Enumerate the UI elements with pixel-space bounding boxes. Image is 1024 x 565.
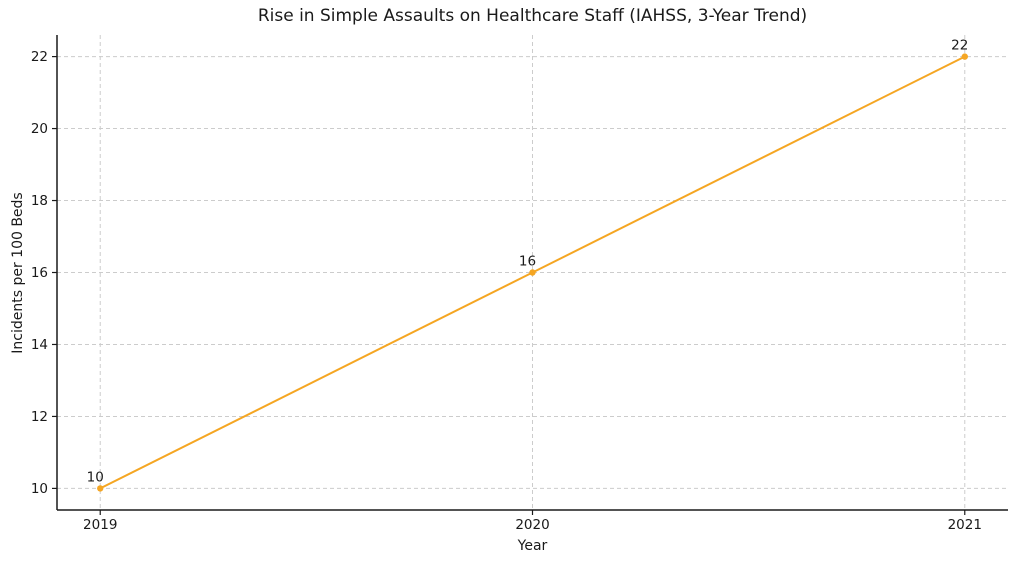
point-label: 22 <box>951 38 968 54</box>
y-tick-label: 20 <box>31 121 48 137</box>
y-tick-label: 12 <box>31 409 48 425</box>
x-tick-label: 2020 <box>515 517 549 533</box>
data-point <box>961 53 968 60</box>
data-point <box>97 485 104 492</box>
x-tick-label: 2019 <box>83 517 117 533</box>
point-label: 16 <box>519 254 536 270</box>
y-tick-label: 22 <box>31 49 48 65</box>
chart-title: Rise in Simple Assaults on Healthcare St… <box>257 6 808 26</box>
x-axis-label: Year <box>517 538 548 554</box>
x-tick-label: 2021 <box>948 517 982 533</box>
y-tick-label: 16 <box>31 265 48 281</box>
y-tick-label: 18 <box>31 193 48 209</box>
data-point <box>529 269 536 276</box>
point-label: 10 <box>87 469 104 485</box>
y-tick-label: 10 <box>31 481 48 497</box>
y-tick-label: 14 <box>31 337 48 353</box>
